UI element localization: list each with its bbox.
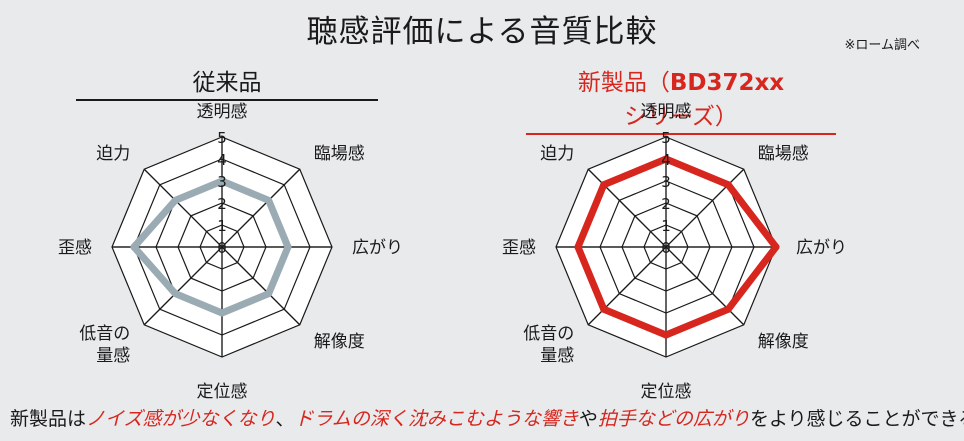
radar-data-point — [600, 181, 608, 189]
radar-grid — [111, 136, 333, 358]
source-note: ※ローム調べ — [844, 38, 920, 53]
footer-seg-drum: ドラムの深く沈みこむような響き — [294, 408, 579, 430]
radar-tick-label: 1 — [661, 217, 671, 235]
radar-data-point — [574, 243, 582, 251]
radar-spoke — [221, 246, 301, 326]
footer-seg-3: 、 — [275, 408, 295, 430]
radar-data-point — [284, 243, 292, 251]
radar-spoke — [143, 246, 223, 326]
radar-tick-label: 5 — [217, 129, 227, 147]
radar-data-point — [662, 331, 670, 339]
radar-data-point — [218, 177, 226, 185]
radar-axis-label: 歪感 — [502, 238, 536, 258]
radar-spoke — [665, 168, 745, 248]
footer-seg-applause: 拍手などの広がり — [597, 408, 750, 430]
footer-seg-noise: ノイズ感が少なくなり — [86, 408, 276, 430]
radar-axis-label: 透明感 — [197, 102, 248, 122]
radar-spoke — [143, 168, 223, 248]
radar-data-point — [265, 290, 273, 298]
footer-seg-1: 新製品は — [10, 408, 87, 430]
radar-axis-label: 定位感 — [641, 382, 692, 402]
radar-tick-label: 1 — [217, 217, 227, 235]
footer-summary: 新製品はノイズ感が少なくなり、ドラムの深く沈みこむような響きや拍手などの広がりを… — [10, 404, 964, 431]
conventional-panel-title: 従来品 — [76, 63, 378, 101]
radar-data-point — [218, 309, 226, 317]
radar-data-point — [171, 196, 179, 204]
radar-tick-label: 3 — [217, 173, 227, 191]
radar-axis-label: 広がり — [352, 238, 403, 258]
radar-axis-label: 透明感 — [641, 102, 692, 122]
radar-axis-label: 迫力 — [96, 144, 130, 164]
radar-spoke — [587, 168, 667, 248]
radar-data-point — [600, 305, 608, 313]
radar-data-point — [662, 155, 670, 163]
radar-data-point — [724, 181, 732, 189]
new-product-title-prefix: 新製品（ — [577, 70, 670, 96]
radar-spoke — [221, 168, 301, 248]
radar-axis-label: 広がり — [796, 238, 847, 258]
radar-data-point — [171, 290, 179, 298]
radar-axis-label: 歪感 — [58, 238, 92, 258]
footer-seg-7: をより感じることができる — [749, 408, 964, 430]
radar-data-point — [265, 196, 273, 204]
radar-tick-label: 3 — [661, 173, 671, 191]
footer-seg-5: や — [578, 408, 598, 430]
radar-tick-label: 5 — [661, 129, 671, 147]
radar-axis-label: 低音の量感 — [523, 324, 574, 366]
radar-axis-label: 定位感 — [197, 382, 248, 402]
new-product-panel-title: 新製品（BD372xx シリーズ） — [526, 63, 836, 135]
radar-tick-label: 2 — [661, 195, 671, 213]
radar-data-point — [130, 243, 138, 251]
radar-spoke — [665, 246, 745, 326]
radar-spoke — [587, 246, 667, 326]
radar-tick-label: 2 — [217, 195, 227, 213]
radar-tick-label: 0 — [661, 239, 671, 257]
radar-axis-label: 解像度 — [758, 332, 809, 352]
radar-tick-label: 4 — [217, 151, 227, 169]
new-product-model: BD372xx — [669, 70, 785, 96]
radar-data-point — [724, 305, 732, 313]
radar-axis-label: 臨場感 — [758, 144, 809, 164]
radar-axis-label: 低音の量感 — [79, 324, 130, 366]
radar-tick-label: 0 — [217, 239, 227, 257]
page-title: 聴感評価による音質比較 — [306, 14, 658, 50]
radar-axis-label: 解像度 — [314, 332, 365, 352]
new-product-title-suffix: シリーズ） — [624, 104, 738, 130]
radar-axis-label: 臨場感 — [314, 144, 365, 164]
radar-data-point — [772, 243, 780, 251]
radar-tick-label: 4 — [661, 151, 671, 169]
radar-axis-label: 迫力 — [540, 144, 574, 164]
